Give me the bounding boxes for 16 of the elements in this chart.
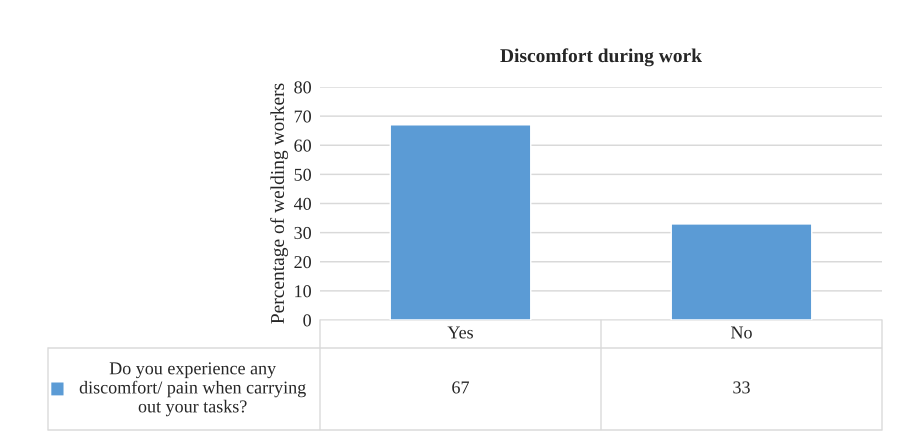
y-tick-label: 70	[294, 110, 311, 123]
data-label: 67	[452, 381, 470, 394]
y-tick-label: 10	[295, 285, 311, 298]
y-axis-title: Percentage of welding workers	[270, 84, 288, 324]
x-tick-label: No	[730, 326, 752, 339]
data-label: 33	[733, 381, 750, 394]
x-tick-label: Yes	[448, 326, 473, 339]
y-tick-label: 80	[294, 81, 311, 94]
y-tick-label: 60	[294, 140, 311, 152]
text: Do you experience any discomfort/ pain when carrying out your tasks?	[80, 362, 306, 416]
y-tick-label: 40	[294, 198, 311, 210]
chart-title: Discomfort during work	[500, 48, 702, 66]
y-tick-label: 30	[294, 226, 311, 240]
y-tick-label: 20	[294, 256, 311, 268]
y-tick-label: 50	[294, 168, 311, 181]
y-tick-label: 0	[303, 314, 311, 326]
